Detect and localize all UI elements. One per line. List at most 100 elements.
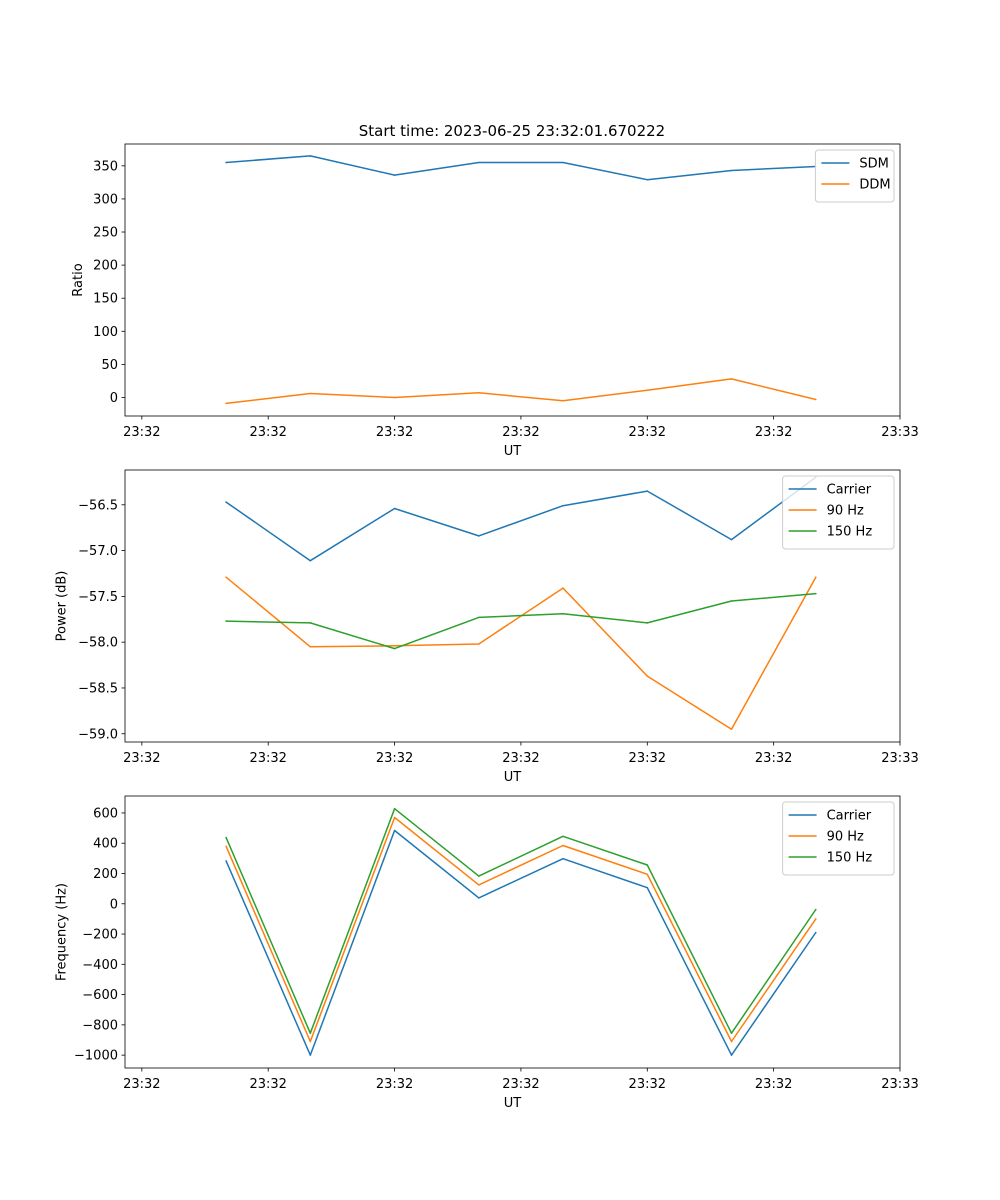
data-point-90-hz-7 xyxy=(730,728,733,730)
data-point-90-hz-6 xyxy=(646,873,649,876)
panel-1: 23:32 23:32 23:32 23:32 23:32 23:32 23:33 0 50 10… xyxy=(71,143,919,459)
data-point-carrier-1 xyxy=(225,501,227,503)
data-point-sdm-5 xyxy=(562,161,564,164)
y-tick-label: −200 xyxy=(82,928,118,943)
data-point-90-hz-8 xyxy=(815,918,817,920)
legend: SDM DDM xyxy=(814,149,895,203)
data-point-150-hz-2 xyxy=(309,1032,312,1034)
legend-label-carrier: Carrier xyxy=(827,483,872,498)
data-point-90-hz-2 xyxy=(309,1040,312,1043)
x-tick-label: 23:33 xyxy=(881,425,918,440)
x-tick-label: 23:32 xyxy=(123,1077,160,1092)
x-tick-label: 23:32 xyxy=(376,1077,413,1092)
y-axis-label: Power (dB) xyxy=(55,571,70,642)
data-point-90-hz-5 xyxy=(562,587,564,589)
data-point-150-hz-5 xyxy=(562,613,564,615)
x-tick-label: 23:32 xyxy=(249,751,286,766)
data-point-sdm-6 xyxy=(646,178,649,181)
series-line-90-hz xyxy=(225,816,817,1043)
data-point-90-hz-8 xyxy=(815,576,817,578)
y-tick-label: −58.0 xyxy=(78,636,118,651)
y-tick-label: 300 xyxy=(93,192,118,207)
y-axis-label: Ratio xyxy=(71,263,86,296)
x-axis-label: UT xyxy=(504,444,522,459)
data-point-ddm-8 xyxy=(815,398,817,401)
x-tick-label: 23:32 xyxy=(629,425,666,440)
data-point-90-hz-1 xyxy=(225,576,227,578)
data-point-150-hz-2 xyxy=(309,622,312,624)
data-point-150-hz-6 xyxy=(646,864,649,866)
x-tick-label: 23:32 xyxy=(502,1077,539,1092)
legend: Carrier 90 Hz 150 Hz xyxy=(782,801,895,876)
y-tick-label: −59.0 xyxy=(78,727,118,742)
y-tick-label: 0 xyxy=(110,391,118,406)
data-point-sdm-4 xyxy=(478,161,480,164)
x-tick-label: 23:32 xyxy=(249,425,286,440)
data-point-ddm-6 xyxy=(646,389,649,392)
data-point-ddm-4 xyxy=(478,392,480,394)
legend-label-sdm: SDM xyxy=(859,157,888,172)
legend-label-90-hz: 90 Hz xyxy=(827,504,864,519)
data-point-carrier-5 xyxy=(562,504,564,507)
x-tick-label: 23:32 xyxy=(629,751,666,766)
data-point-carrier-2 xyxy=(309,559,312,562)
series-line-150-hz xyxy=(226,592,816,650)
y-axis-label: Frequency (Hz) xyxy=(55,883,70,981)
axes-frame xyxy=(124,143,901,417)
y-tick-label: −400 xyxy=(82,958,118,973)
y-tick-label: −600 xyxy=(82,988,118,1003)
x-tick-label: 23:32 xyxy=(376,751,413,766)
y-tick-label: 400 xyxy=(93,837,118,852)
data-point-carrier-4 xyxy=(478,535,480,537)
data-point-ddm-3 xyxy=(393,396,396,399)
y-tick-label: 100 xyxy=(93,325,118,340)
data-point-carrier-7 xyxy=(730,1054,733,1056)
axes-frame xyxy=(124,795,901,1069)
data-point-carrier-2 xyxy=(309,1054,312,1056)
chart-title: Start time: 2023-06-25 23:32:01.670222 xyxy=(359,122,665,140)
y-tick-label: 200 xyxy=(93,867,118,882)
data-point-150-hz-3 xyxy=(393,647,396,650)
y-tick-label: −58.5 xyxy=(78,681,118,696)
legend-label-ddm: DDM xyxy=(859,178,890,193)
data-point-150-hz-4 xyxy=(478,875,480,877)
y-tick-label: 600 xyxy=(93,806,118,821)
y-tick-label: −57.0 xyxy=(78,544,118,559)
y-tick-label: −800 xyxy=(82,1018,118,1033)
x-tick-label: 23:33 xyxy=(881,1077,918,1092)
data-point-90-hz-7 xyxy=(730,1040,733,1043)
y-tick-label: −56.5 xyxy=(78,498,118,513)
panel-3: 23:32 23:32 23:32 23:32 23:32 23:32 23:33 −1000… xyxy=(55,795,919,1111)
data-point-ddm-1 xyxy=(225,402,227,405)
legend-label-150-hz: 150 Hz xyxy=(827,851,873,866)
data-point-90-hz-4 xyxy=(478,643,480,645)
x-tick-label: 23:32 xyxy=(249,1077,286,1092)
y-tick-label: 50 xyxy=(101,358,118,373)
data-point-90-hz-4 xyxy=(478,884,480,886)
data-point-carrier-4 xyxy=(478,897,480,899)
data-point-carrier-3 xyxy=(393,507,396,510)
data-point-ddm-7 xyxy=(730,378,733,380)
x-tick-label: 23:32 xyxy=(629,1077,666,1092)
data-point-ddm-2 xyxy=(309,392,312,395)
data-point-sdm-7 xyxy=(730,169,733,172)
data-point-carrier-6 xyxy=(646,886,649,889)
data-point-carrier-7 xyxy=(730,538,733,541)
legend-label-150-hz: 150 Hz xyxy=(827,525,873,540)
series-line-carrier xyxy=(225,829,817,1056)
axes-frame xyxy=(124,469,901,743)
data-point-150-hz-8 xyxy=(815,592,817,595)
panel-2: 23:32 23:32 23:32 23:32 23:32 23:32 23:33 −59.0… xyxy=(55,469,919,785)
data-point-150-hz-7 xyxy=(730,1032,733,1034)
x-tick-label: 23:32 xyxy=(502,425,539,440)
series-line-sdm xyxy=(226,155,816,181)
x-tick-label: 23:32 xyxy=(755,751,792,766)
data-point-150-hz-4 xyxy=(478,616,480,619)
data-point-carrier-5 xyxy=(562,857,564,860)
data-point-150-hz-1 xyxy=(225,836,227,839)
data-point-150-hz-5 xyxy=(562,835,564,838)
series-line-ddm xyxy=(226,378,816,405)
x-tick-label: 23:32 xyxy=(376,425,413,440)
data-point-150-hz-7 xyxy=(730,600,733,602)
